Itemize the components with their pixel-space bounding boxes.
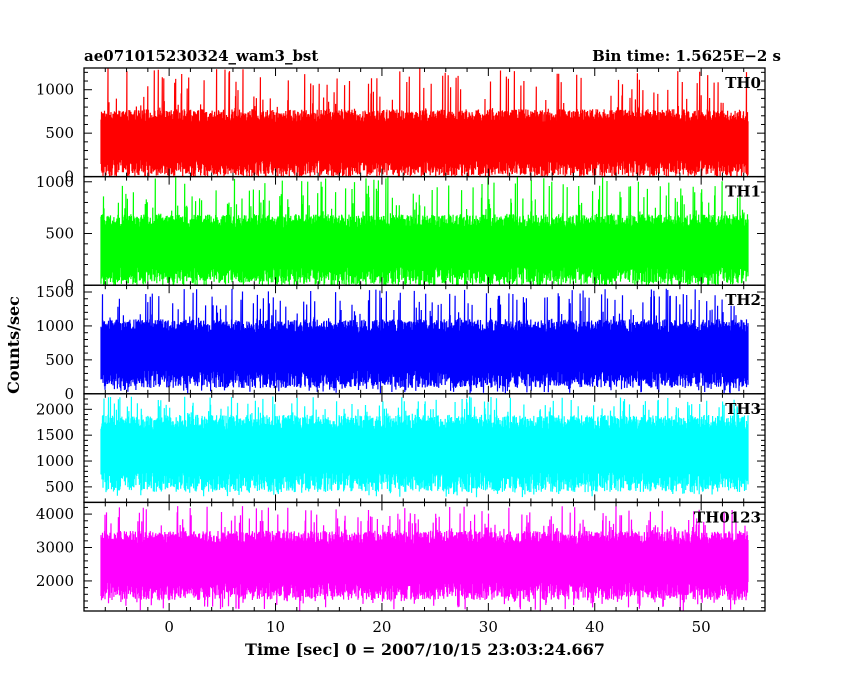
series-th0123-line — [100, 506, 749, 611]
bin-time-label: Bin time: 1.5625E−2 s — [592, 47, 781, 65]
y-tick-label: 1500 — [36, 283, 74, 301]
x-tick-label: 50 — [692, 618, 711, 636]
panel-label-th3: TH3 — [725, 400, 761, 418]
panel-label-th2: TH2 — [725, 291, 761, 309]
y-tick-label: 0 — [64, 385, 74, 403]
y-tick-label: 3000 — [36, 539, 74, 557]
chart-title: ae071015230324_wam3_bst — [84, 47, 318, 65]
y-tick-label: 1000 — [36, 173, 74, 191]
panel-th0: 0 500 1000 TH0 — [36, 67, 766, 186]
y-tick-label: 4000 — [36, 505, 74, 523]
x-tick-label: 30 — [479, 618, 498, 636]
y-tick-label: 500 — [45, 478, 74, 496]
y-tick-label: 1000 — [36, 81, 74, 99]
y-tick-label: 0 — [64, 276, 74, 294]
series-th3-line — [100, 396, 749, 498]
y-tick-label: 0 — [64, 168, 74, 186]
x-tick-label: 10 — [266, 618, 285, 636]
y-tick-label: 1500 — [36, 426, 74, 444]
x-axis-title: Time [sec] 0 = 2007/10/15 23:03:24.667 — [245, 640, 605, 659]
y-tick-label: 500 — [45, 124, 74, 142]
panel-label-th1: TH1 — [725, 183, 761, 201]
panel-th0123: 2000 3000 4000 TH0123 — [36, 501, 766, 612]
y-tick-label: 1000 — [36, 317, 74, 335]
series-th1-line — [100, 176, 749, 286]
series-th0-line — [100, 68, 749, 177]
y-tick-label: 500 — [45, 351, 74, 369]
y-tick-label: 2000 — [36, 400, 74, 418]
y-axis-title: Counts/sec — [4, 296, 23, 394]
y-tick-label: 1000 — [36, 452, 74, 470]
panel-label-th0: TH0 — [725, 74, 761, 92]
y-tick-label: 2000 — [36, 572, 74, 590]
panel-th2: 0 500 1000 1500 TH2 — [36, 283, 766, 403]
x-tick-label: 40 — [585, 618, 604, 636]
panel-th3: 500 1000 1500 2000 TH3 — [36, 393, 766, 504]
panel-th1: 0 500 1000 TH1 — [36, 173, 766, 294]
y-tick-label: 500 — [45, 224, 74, 242]
x-tick-label: 20 — [372, 618, 391, 636]
panel-label-th0123: TH0123 — [694, 508, 761, 526]
series-th2-line — [100, 288, 749, 394]
x-tick-label: 0 — [164, 618, 174, 636]
